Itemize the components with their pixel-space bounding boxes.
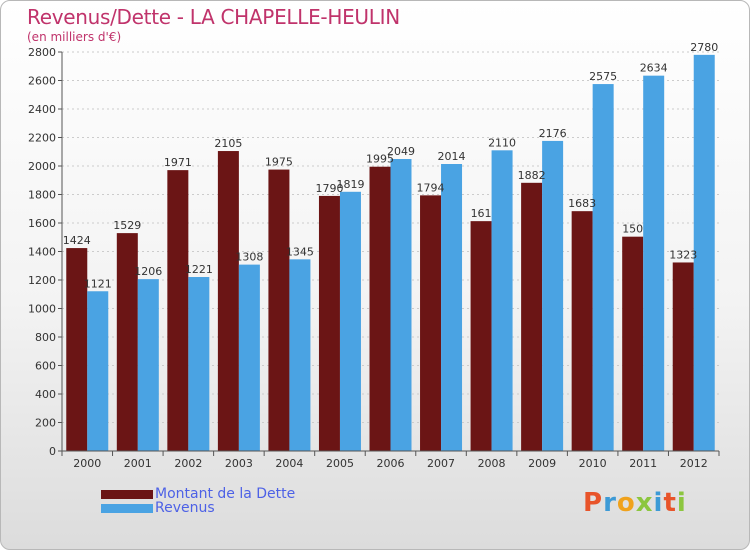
logo-letter: x <box>635 488 654 518</box>
logo-letter: P <box>583 488 604 518</box>
bar-revenue <box>188 277 210 451</box>
y-tick-label: 1600 <box>28 217 56 230</box>
bar-revenue <box>542 140 564 452</box>
x-tick-label: 2004 <box>275 457 303 470</box>
data-label: 1790 <box>315 182 343 195</box>
data-label: 1323 <box>669 248 697 261</box>
data-label: 1683 <box>568 197 596 210</box>
legend-label-revenue: Revenus <box>155 500 215 516</box>
data-label: 1794 <box>417 181 445 194</box>
x-tick-label: 2007 <box>427 457 455 470</box>
x-tick-label: 2009 <box>528 457 556 470</box>
bar-revenue <box>643 75 665 451</box>
y-tick-label: 1200 <box>28 274 56 287</box>
bar-debt <box>470 221 492 451</box>
legend-label-debt: Montant de la Dette <box>155 486 296 502</box>
bar-debt <box>116 233 138 451</box>
data-label: 1308 <box>235 251 263 264</box>
data-label: 161 <box>471 207 492 220</box>
bar-debt <box>420 195 442 451</box>
bar-revenue <box>441 164 463 451</box>
bar-revenue <box>693 54 715 451</box>
data-label: 1882 <box>518 169 546 182</box>
bar-revenue <box>289 259 311 451</box>
data-label: 150 <box>622 223 643 236</box>
bar-debt <box>268 169 290 451</box>
y-tick-label: 2000 <box>28 160 56 173</box>
bar-debt <box>217 151 239 451</box>
data-label: 2780 <box>690 41 718 54</box>
y-tick-label: 400 <box>35 388 56 401</box>
y-tick-label: 2800 <box>28 46 56 59</box>
data-label: 2575 <box>589 70 617 83</box>
data-label: 2634 <box>640 62 668 75</box>
logo-letter: i <box>653 488 664 518</box>
data-label: 2049 <box>387 145 415 158</box>
proxiti-logo: Proxiti <box>583 488 687 518</box>
bar-debt <box>167 170 189 451</box>
logo-letter: i <box>676 488 687 518</box>
bar-revenue <box>339 191 361 452</box>
legend-swatch-revenue <box>101 503 153 513</box>
bar-revenue <box>592 84 614 451</box>
legend: Montant de la Dette Revenus <box>101 487 295 515</box>
y-tick-label: 2600 <box>28 75 56 88</box>
data-label: 1121 <box>84 277 112 290</box>
x-tick-label: 2012 <box>680 457 708 470</box>
data-label: 1819 <box>336 178 364 191</box>
chart-subtitle: (en milliers d'€) <box>27 30 122 44</box>
bar-debt <box>521 182 543 451</box>
logo-letter: r <box>603 488 617 518</box>
y-tick-label: 1000 <box>28 303 56 316</box>
x-tick-label: 2010 <box>579 457 607 470</box>
bar-debt <box>369 166 391 451</box>
data-label: 2110 <box>488 136 516 149</box>
y-tick-label: 200 <box>35 417 56 430</box>
legend-item-debt: Montant de la Dette <box>101 487 295 501</box>
data-label: 2176 <box>539 127 567 140</box>
bar-revenue <box>491 150 513 451</box>
bar-revenue <box>137 279 159 451</box>
bar-debt <box>66 248 88 451</box>
bar-debt <box>318 195 340 451</box>
chart-title: Revenus/Dette - LA CHAPELLE-HEULIN <box>27 5 400 29</box>
x-tick-label: 2006 <box>377 457 405 470</box>
data-label: 2105 <box>214 137 242 150</box>
y-tick-label: 0 <box>49 445 56 458</box>
bar-revenue <box>390 159 412 451</box>
data-label: 1206 <box>134 265 162 278</box>
data-label: 1975 <box>265 156 293 169</box>
bar-debt <box>622 236 644 451</box>
y-tick-label: 800 <box>35 331 56 344</box>
data-label: 1995 <box>366 153 394 166</box>
logo-letter: t <box>663 488 677 518</box>
x-tick-label: 2000 <box>73 457 101 470</box>
data-label: 1971 <box>164 156 192 169</box>
x-tick-label: 2003 <box>225 457 253 470</box>
data-label: 1529 <box>113 219 141 232</box>
bar-revenue <box>87 291 109 451</box>
data-label: 1221 <box>185 263 213 276</box>
x-tick-label: 2008 <box>478 457 506 470</box>
y-tick-label: 1400 <box>28 246 56 259</box>
bar-revenue <box>238 264 260 451</box>
x-tick-label: 2002 <box>174 457 202 470</box>
y-tick-label: 2400 <box>28 103 56 116</box>
x-tick-label: 2001 <box>124 457 152 470</box>
x-tick-label: 2005 <box>326 457 354 470</box>
y-tick-label: 1800 <box>28 189 56 202</box>
legend-item-revenue: Revenus <box>101 501 295 515</box>
logo-letter: o <box>616 488 636 518</box>
data-label: 1345 <box>286 245 314 258</box>
y-tick-label: 600 <box>35 360 56 373</box>
bar-debt <box>672 262 694 451</box>
y-tick-label: 2200 <box>28 132 56 145</box>
x-tick-label: 2011 <box>629 457 657 470</box>
data-label: 1424 <box>63 234 91 247</box>
legend-swatch-debt <box>101 489 153 499</box>
data-label: 2014 <box>438 150 466 163</box>
bar-debt <box>571 211 593 451</box>
